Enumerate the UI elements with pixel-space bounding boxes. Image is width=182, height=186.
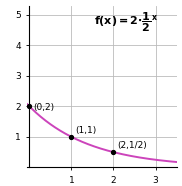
Text: (0,2): (0,2) <box>33 103 54 112</box>
Text: (1,1): (1,1) <box>75 126 96 135</box>
Text: $\bf{f(x) = 2{\cdot}\dfrac{1}{2}^x}$: $\bf{f(x) = 2{\cdot}\dfrac{1}{2}^x}$ <box>94 10 158 34</box>
Text: (2,1/2): (2,1/2) <box>117 142 147 150</box>
